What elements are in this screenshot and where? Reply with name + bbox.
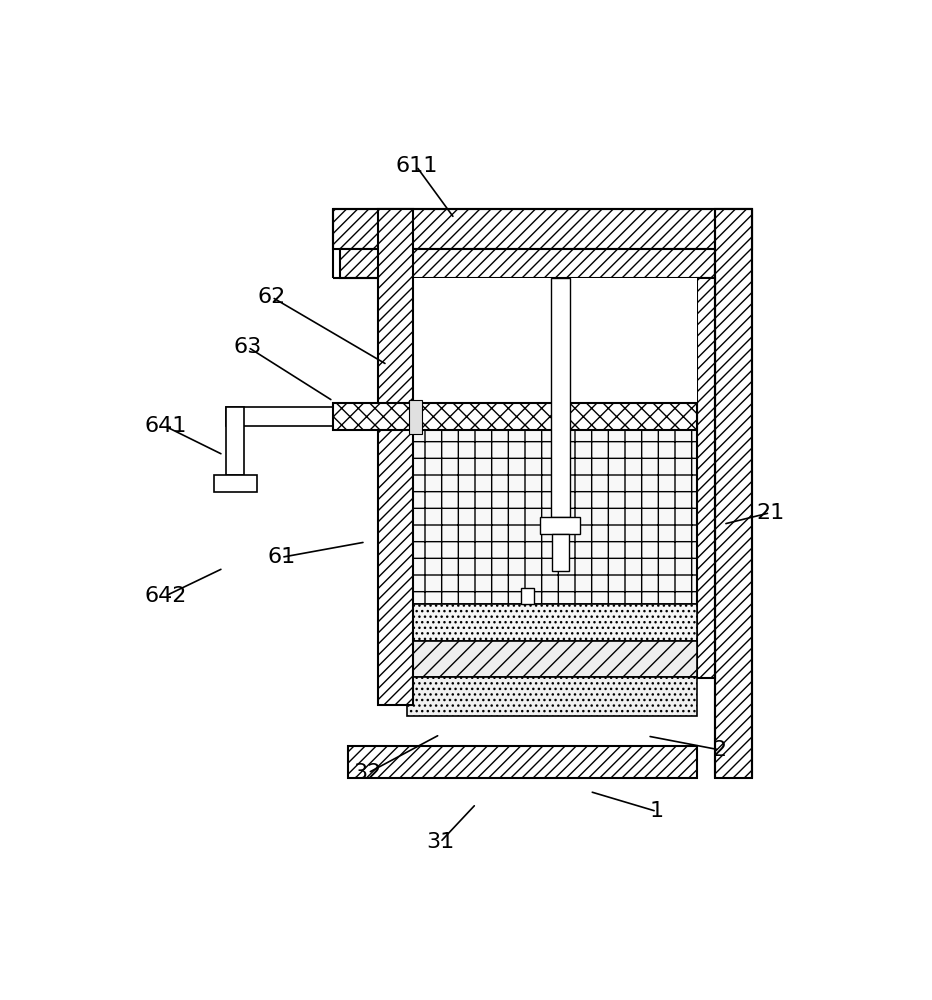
Text: 1: 1 bbox=[650, 801, 664, 821]
Text: 641: 641 bbox=[144, 416, 186, 436]
Bar bbox=[541, 517, 580, 534]
Text: 31: 31 bbox=[426, 832, 454, 852]
Bar bbox=[213, 475, 257, 492]
Bar bbox=[378, 209, 413, 705]
Bar bbox=[552, 534, 569, 571]
Bar bbox=[413, 604, 696, 641]
Bar bbox=[334, 209, 752, 249]
Text: 62: 62 bbox=[257, 287, 286, 307]
Text: 61: 61 bbox=[267, 547, 295, 567]
Bar bbox=[413, 641, 696, 677]
Text: 611: 611 bbox=[395, 156, 437, 176]
Bar bbox=[551, 278, 569, 517]
Text: 21: 21 bbox=[756, 503, 785, 523]
Text: 63: 63 bbox=[234, 337, 262, 357]
Bar bbox=[348, 746, 696, 778]
Bar bbox=[226, 407, 334, 426]
Bar bbox=[334, 403, 696, 430]
Text: 2: 2 bbox=[713, 740, 727, 760]
Bar bbox=[226, 407, 244, 475]
Bar bbox=[520, 588, 533, 604]
Text: 32: 32 bbox=[354, 763, 382, 783]
Bar bbox=[409, 400, 422, 434]
Text: 642: 642 bbox=[144, 586, 186, 606]
Bar bbox=[696, 278, 715, 678]
Bar bbox=[413, 430, 696, 604]
Bar bbox=[340, 249, 715, 278]
Bar bbox=[715, 209, 752, 778]
Bar bbox=[413, 278, 696, 403]
Bar bbox=[407, 677, 696, 716]
